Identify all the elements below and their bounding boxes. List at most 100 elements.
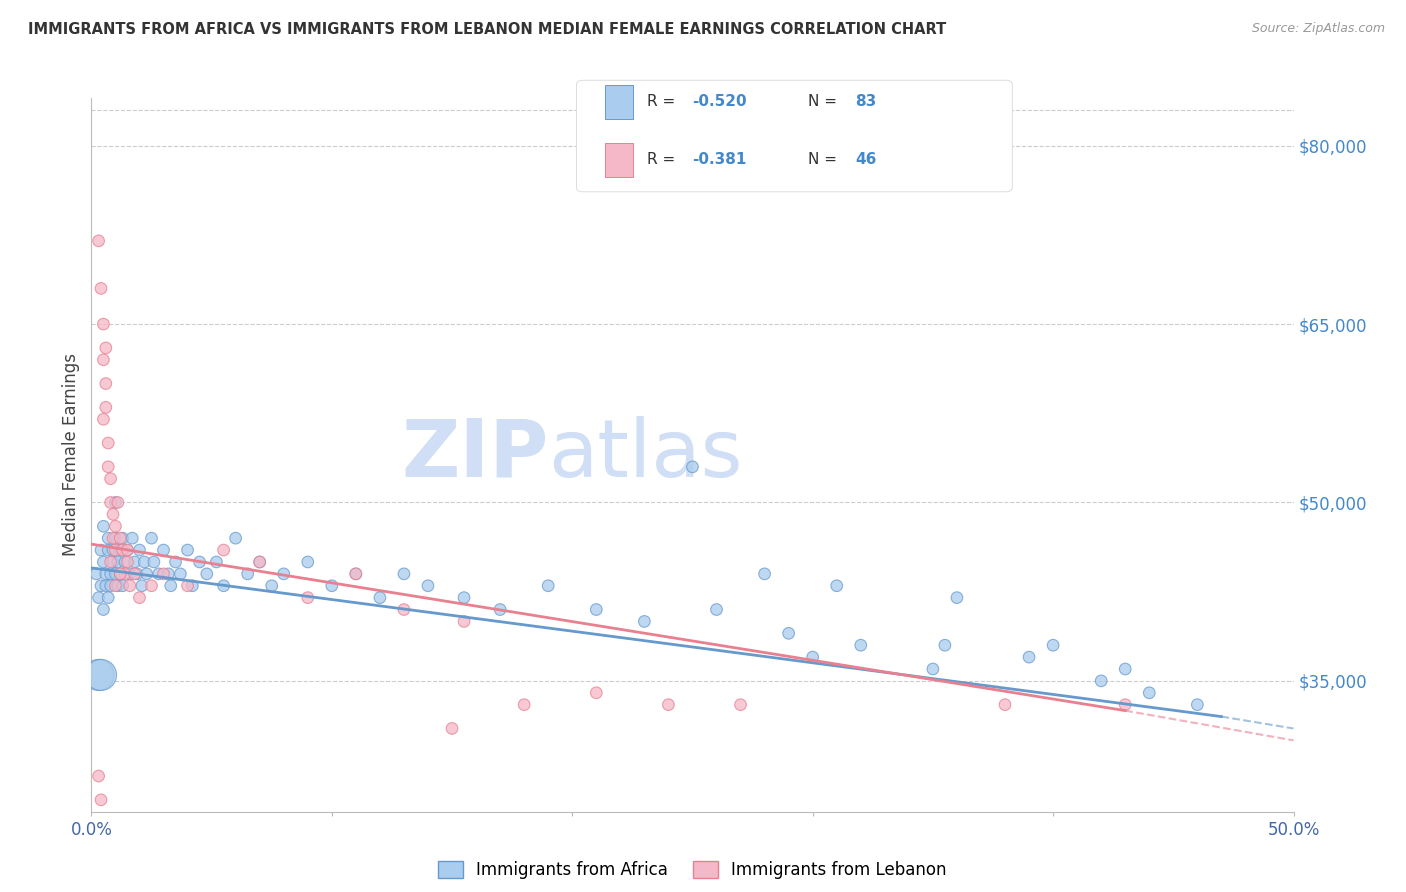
- Text: N =: N =: [808, 95, 842, 109]
- Point: [101, 555, 124, 569]
- Point: [90, 793, 112, 807]
- Point: [489, 602, 512, 616]
- Point: [195, 566, 218, 581]
- Point: [440, 722, 463, 736]
- Point: [344, 566, 367, 581]
- Point: [273, 566, 295, 581]
- Point: [100, 495, 122, 509]
- Point: [152, 543, 174, 558]
- Point: [97, 543, 120, 558]
- Point: [141, 531, 163, 545]
- Point: [131, 579, 153, 593]
- Point: [537, 579, 560, 593]
- Point: [946, 591, 969, 605]
- Point: [165, 555, 187, 569]
- Point: [205, 555, 228, 569]
- Point: [110, 543, 132, 558]
- Point: [104, 543, 127, 558]
- Point: [94, 376, 117, 391]
- Point: [128, 543, 150, 558]
- Point: [97, 531, 120, 545]
- Point: [321, 579, 343, 593]
- Point: [97, 436, 120, 450]
- Point: [681, 459, 703, 474]
- Point: [117, 543, 139, 558]
- Point: [100, 579, 122, 593]
- Point: [118, 579, 141, 593]
- Point: [453, 591, 475, 605]
- Point: [100, 555, 122, 569]
- Point: [107, 555, 129, 569]
- Point: [297, 555, 319, 569]
- Point: [94, 579, 117, 593]
- Point: [87, 668, 110, 682]
- Point: [128, 591, 150, 605]
- Point: [585, 686, 607, 700]
- Point: [124, 566, 146, 581]
- Point: [90, 543, 112, 558]
- Point: [416, 579, 439, 593]
- Point: [118, 566, 141, 581]
- Point: [135, 566, 157, 581]
- Point: [453, 615, 475, 629]
- Point: [801, 650, 824, 665]
- Point: [104, 566, 127, 581]
- Point: [93, 555, 115, 569]
- Point: [825, 579, 848, 593]
- Point: [225, 531, 247, 545]
- Point: [107, 579, 129, 593]
- Point: [513, 698, 536, 712]
- Point: [152, 566, 174, 581]
- Point: [148, 566, 170, 581]
- Point: [159, 579, 181, 593]
- Point: [141, 579, 163, 593]
- Point: [101, 531, 124, 545]
- Point: [90, 281, 112, 295]
- Point: [117, 543, 139, 558]
- Point: [87, 234, 110, 248]
- Point: [754, 566, 776, 581]
- Point: [100, 566, 122, 581]
- Point: [93, 317, 115, 331]
- Point: [104, 519, 127, 533]
- Point: [97, 459, 120, 474]
- Point: [93, 352, 115, 367]
- Point: [110, 566, 132, 581]
- Point: [1137, 686, 1160, 700]
- Point: [249, 555, 271, 569]
- Point: [297, 591, 319, 605]
- Text: 83: 83: [855, 95, 876, 109]
- Point: [90, 668, 112, 682]
- Point: [706, 602, 728, 616]
- Y-axis label: Median Female Earnings: Median Female Earnings: [62, 353, 80, 557]
- Point: [110, 566, 132, 581]
- Point: [111, 531, 134, 545]
- Text: -0.381: -0.381: [692, 153, 747, 167]
- Point: [93, 602, 115, 616]
- Text: R =: R =: [647, 95, 681, 109]
- Point: [176, 579, 198, 593]
- Text: IMMIGRANTS FROM AFRICA VS IMMIGRANTS FROM LEBANON MEDIAN FEMALE EARNINGS CORRELA: IMMIGRANTS FROM AFRICA VS IMMIGRANTS FRO…: [28, 22, 946, 37]
- Point: [392, 602, 415, 616]
- Point: [633, 615, 655, 629]
- Point: [124, 555, 146, 569]
- Point: [1114, 698, 1136, 712]
- Point: [104, 579, 127, 593]
- Point: [125, 566, 148, 581]
- Point: [94, 341, 117, 355]
- Point: [111, 579, 134, 593]
- Point: [249, 555, 271, 569]
- Point: [93, 519, 115, 533]
- Point: [142, 555, 165, 569]
- Point: [100, 472, 122, 486]
- Text: R =: R =: [647, 153, 681, 167]
- Point: [104, 531, 127, 545]
- Text: atlas: atlas: [548, 416, 742, 494]
- Point: [181, 579, 204, 593]
- Point: [188, 555, 211, 569]
- Point: [849, 638, 872, 652]
- Point: [260, 579, 283, 593]
- Text: Source: ZipAtlas.com: Source: ZipAtlas.com: [1251, 22, 1385, 36]
- Point: [368, 591, 391, 605]
- Point: [93, 412, 115, 426]
